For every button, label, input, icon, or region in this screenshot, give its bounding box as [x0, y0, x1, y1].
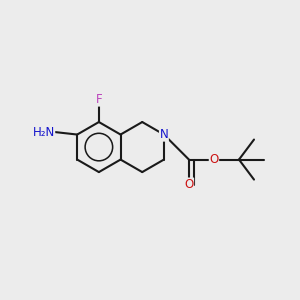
Text: O: O: [184, 178, 194, 191]
Text: H₂N: H₂N: [32, 125, 55, 139]
Text: N: N: [160, 128, 168, 141]
Text: O: O: [209, 153, 219, 166]
Text: F: F: [96, 93, 102, 106]
